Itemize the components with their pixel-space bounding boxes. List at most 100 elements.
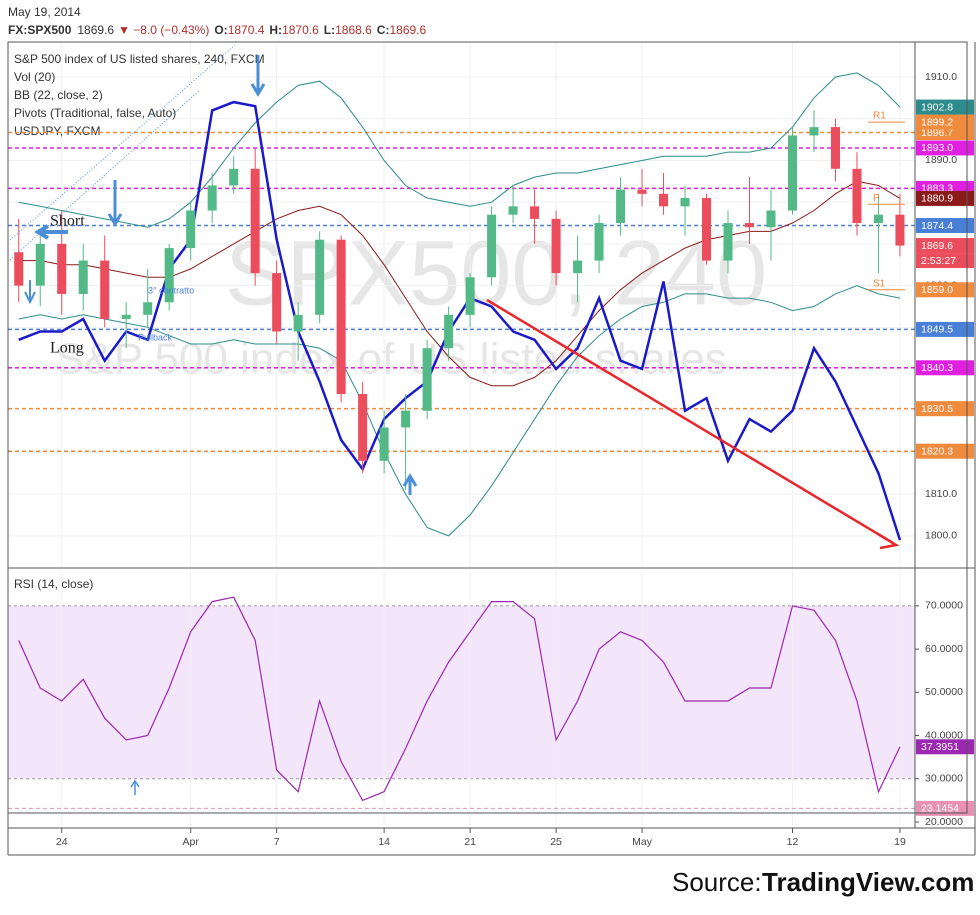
pivot-label: 1899.2 [921,116,953,128]
level-label: 1849.5 [921,324,953,336]
trend-arrow [486,298,894,545]
candle-body [551,218,561,274]
ohlc-value: 1870.6 [282,23,319,37]
level-label: 1820.3 [921,445,953,457]
ohlc-label: L: [324,23,335,37]
legend-entry: Pivots (Traditional, false, Auto) [14,106,176,120]
candle-body [336,239,346,395]
y-tick-label: 50.0000 [925,686,963,698]
ohlc-label: C: [377,23,390,37]
source-prefix: Source: [672,867,762,897]
level-label: 23.1454 [921,803,959,815]
candle-body [873,214,883,224]
ohlc-label: H: [269,23,282,37]
candle-body [680,198,690,207]
candle-body [594,223,604,261]
x-tick-label: 24 [56,836,68,848]
candle-body [207,185,217,211]
x-tick-label: 19 [894,836,906,848]
level-label-bg [916,321,974,337]
level-label-bg [916,401,974,417]
candle-body [465,277,475,315]
candle-body [379,427,389,461]
candle-body [143,302,153,315]
candle-body [508,206,518,215]
candle-body [272,273,282,332]
band-basis-label: 1880.9 [921,193,953,205]
candle-body [744,223,755,228]
y-tick-label: 60.0000 [925,643,963,655]
candle-body [100,260,110,319]
annotation: Pullback [138,332,173,342]
y-tick-label: 1810.0 [925,488,957,500]
x-tick-label: 14 [378,836,390,848]
annotation: Long [50,340,84,357]
candle-body [787,135,798,211]
legend-entry: Vol (20) [14,70,55,84]
last-price-label: 1869.6 [921,240,953,252]
level-label: 1874.4 [921,220,953,232]
arrow-down [250,55,266,97]
candle-body [852,168,862,224]
pivot-label-bg [916,282,974,298]
y-tick-label: 1910.0 [925,71,957,83]
level-label-bg [916,140,974,156]
arrow-up [130,779,140,795]
candle-body [444,314,454,349]
candle-body [702,198,712,261]
legend-title: S&P 500 index of US listed shares, 240, … [14,52,265,66]
last-price: 1869.6 [77,23,114,37]
line-panel: 24 Apr 7 14 21 25 May 12 19 20.0000 30.0000 40.0000… [8,570,974,848]
band-basis-label-bg [916,190,974,206]
candle-body [809,127,819,136]
countdown: 2:53:27 [921,255,956,267]
candle-body [422,348,432,411]
y-tick-label: 20.0000 [925,816,963,828]
rsi-line [18,596,901,802]
y-tick-label: 70.0000 [925,600,963,612]
candle-body [35,243,45,286]
candle-body [14,252,24,286]
level-label: 1893.0 [921,142,953,154]
panel-title: RSI (14, close) [14,577,93,591]
quote-header: FX:SPX500 1869.6 ▼ −8.0 (−0.43%) O:1870.4 H:… [8,23,426,37]
x-tick-label: 12 [787,836,799,848]
countdown-bg [916,253,974,269]
x-tick-label: Apr [183,836,200,848]
level-label: 1896.7 [921,127,953,139]
drawings: Short Long 3° contratto Pullback [9,44,900,795]
watermark-symbol: SPX500, 240 [225,222,767,324]
candle-body [78,260,88,294]
candlestick-panel: 1800.01810.01820.01830.01840.01850.01860… [8,42,974,568]
band-upper-label: 1902.8 [921,101,953,113]
candle-body [315,239,325,315]
arrow-down [107,180,123,227]
symbol: FX:SPX500 [8,23,72,37]
legend-entry: BB (22, close, 2) [14,88,103,102]
candle-body [616,189,626,224]
candle-body [186,210,196,249]
arrow-up [402,473,418,495]
candle-body [164,248,174,303]
candle-body [57,243,67,294]
legend-entry: USDJPY, FXCM [14,124,100,138]
level-label-bg [916,443,974,459]
pivot-name: P [873,193,880,204]
level-label-bg [916,800,974,816]
x-tick-label: 7 [274,836,280,848]
band-line [18,285,901,537]
candle-body [659,193,669,207]
y-tick-label: 30.0000 [925,773,963,785]
candle-body [530,206,540,219]
level-label: 1830.5 [921,403,953,415]
y-tick-label: 1800.0 [925,530,957,542]
x-tick-label: 21 [464,836,476,848]
candle-body [487,214,497,278]
ohlc-value: 1868.6 [335,23,372,37]
pivot-label-bg [916,114,974,130]
x-tick-label: 25 [550,836,562,848]
annotation: 3° contratto [148,285,194,295]
candle-body [766,210,776,228]
candle-body [637,189,647,194]
